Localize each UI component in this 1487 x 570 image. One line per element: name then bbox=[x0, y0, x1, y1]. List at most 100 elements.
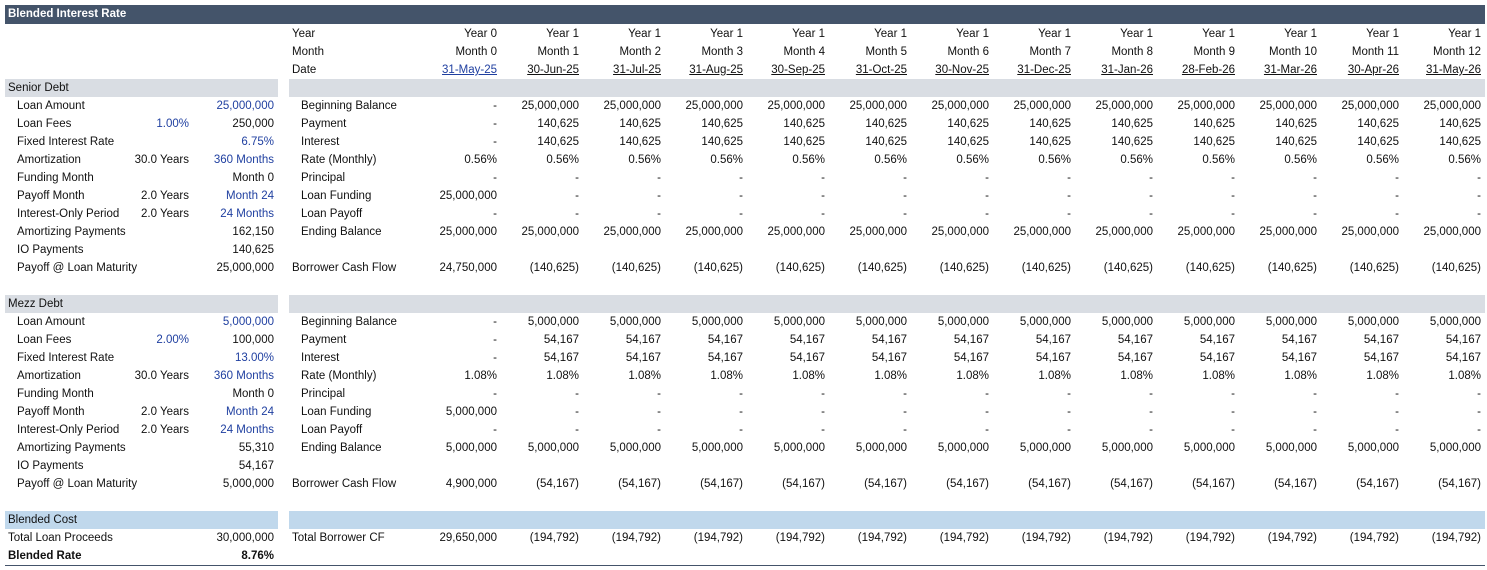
senior-schedule-cell[interactable]: 140,625 bbox=[1439, 118, 1481, 130]
mezz-schedule-cell[interactable]: - bbox=[985, 388, 989, 400]
mezz-schedule-cell[interactable]: - bbox=[493, 334, 497, 346]
senior-schedule-label[interactable]: Loan Funding bbox=[301, 190, 372, 202]
mezz-schedule-cell[interactable]: - bbox=[821, 388, 825, 400]
blended-cf-cell[interactable]: (194,792) bbox=[939, 532, 989, 544]
mezz-input-label[interactable]: Loan Amount bbox=[17, 316, 85, 328]
senior-cashflow-cell[interactable]: 24,750,000 bbox=[439, 262, 497, 274]
mezz-schedule-cell[interactable]: 5,000,000 bbox=[609, 316, 661, 328]
senior-schedule-cell[interactable]: 0.56% bbox=[546, 154, 579, 166]
blended-cf-cell[interactable]: (194,792) bbox=[1349, 532, 1399, 544]
mezz-schedule-cell[interactable]: 54,167 bbox=[1035, 334, 1071, 346]
senior-schedule-cell[interactable]: - bbox=[493, 118, 497, 130]
senior-input-value[interactable]: 162,150 bbox=[232, 226, 274, 238]
senior-schedule-cell[interactable]: - bbox=[1149, 208, 1153, 220]
mezz-schedule-cell[interactable]: - bbox=[1313, 388, 1317, 400]
senior-cashflow-cell[interactable]: (140,625) bbox=[1431, 262, 1481, 274]
mezz-schedule-cell[interactable]: - bbox=[739, 388, 743, 400]
senior-schedule-cell[interactable]: - bbox=[1395, 172, 1399, 184]
mezz-schedule-cell[interactable]: 54,167 bbox=[543, 334, 579, 346]
blended-cf-cell[interactable]: (194,792) bbox=[1431, 532, 1481, 544]
senior-schedule-cell[interactable]: - bbox=[1067, 208, 1071, 220]
mezz-input-label[interactable]: Interest-Only Period bbox=[17, 424, 120, 436]
mezz-schedule-cell[interactable]: - bbox=[739, 424, 743, 436]
blended-total-label[interactable]: Total Loan Proceeds bbox=[8, 532, 113, 544]
senior-schedule-cell[interactable]: 25,000,000 bbox=[1259, 226, 1317, 238]
mezz-schedule-cell[interactable]: 54,167 bbox=[1445, 334, 1481, 346]
mezz-schedule-cell[interactable]: 54,167 bbox=[1199, 352, 1235, 364]
header-date-cell[interactable]: 31-Dec-25 bbox=[1017, 64, 1071, 76]
senior-schedule-cell[interactable]: 140,625 bbox=[947, 136, 989, 148]
senior-schedule-cell[interactable]: 140,625 bbox=[1111, 118, 1153, 130]
mezz-schedule-cell[interactable]: - bbox=[493, 388, 497, 400]
senior-schedule-cell[interactable]: 140,625 bbox=[783, 136, 825, 148]
senior-schedule-cell[interactable]: - bbox=[657, 208, 661, 220]
mezz-input-value[interactable]: Month 0 bbox=[232, 388, 274, 400]
senior-schedule-cell[interactable]: 140,625 bbox=[1357, 136, 1399, 148]
senior-schedule-cell[interactable]: - bbox=[739, 172, 743, 184]
senior-schedule-cell[interactable]: 0.56% bbox=[628, 154, 661, 166]
senior-schedule-cell[interactable]: 140,625 bbox=[537, 118, 579, 130]
mezz-input-value[interactable]: Month 24 bbox=[226, 406, 274, 418]
mezz-schedule-cell[interactable]: 1.08% bbox=[1120, 370, 1153, 382]
senior-header[interactable]: Senior Debt bbox=[8, 82, 69, 94]
senior-cashflow-cell[interactable]: (140,625) bbox=[1185, 262, 1235, 274]
mezz-cashflow-cell[interactable]: 4,900,000 bbox=[445, 478, 497, 490]
senior-schedule-cell[interactable]: 0.56% bbox=[874, 154, 907, 166]
mezz-schedule-cell[interactable]: - bbox=[1395, 424, 1399, 436]
senior-schedule-cell[interactable]: - bbox=[575, 172, 579, 184]
mezz-schedule-cell[interactable]: 54,167 bbox=[707, 334, 743, 346]
senior-schedule-cell[interactable]: 25,000,000 bbox=[849, 226, 907, 238]
senior-schedule-cell[interactable]: 25,000,000 bbox=[1177, 100, 1235, 112]
senior-schedule-cell[interactable]: 140,625 bbox=[1275, 136, 1317, 148]
mezz-schedule-cell[interactable]: 5,000,000 bbox=[855, 442, 907, 454]
mezz-input-label[interactable]: IO Payments bbox=[17, 460, 84, 472]
mezz-input-label[interactable]: Payoff Month bbox=[17, 406, 85, 418]
mezz-input-value[interactable]: 360 Months bbox=[213, 370, 274, 382]
mezz-schedule-cell[interactable]: 54,167 bbox=[707, 352, 743, 364]
senior-schedule-cell[interactable]: 25,000,000 bbox=[931, 226, 989, 238]
blended-cf-cell[interactable]: (194,792) bbox=[775, 532, 825, 544]
mezz-schedule-cell[interactable]: 54,167 bbox=[871, 352, 907, 364]
mezz-schedule-cell[interactable]: 5,000,000 bbox=[445, 442, 497, 454]
senior-schedule-cell[interactable]: - bbox=[1231, 208, 1235, 220]
mezz-schedule-cell[interactable]: 1.08% bbox=[1448, 370, 1481, 382]
mezz-schedule-cell[interactable]: 54,167 bbox=[543, 352, 579, 364]
mezz-schedule-cell[interactable]: 5,000,000 bbox=[527, 316, 579, 328]
blended-cf-cell[interactable]: (194,792) bbox=[529, 532, 579, 544]
mezz-cashflow-cell[interactable]: (54,167) bbox=[1274, 478, 1317, 490]
mezz-schedule-cell[interactable]: - bbox=[1313, 424, 1317, 436]
senior-schedule-cell[interactable]: - bbox=[1477, 190, 1481, 202]
senior-cashflow-cell[interactable]: (140,625) bbox=[611, 262, 661, 274]
mezz-input-label[interactable]: Funding Month bbox=[17, 388, 94, 400]
mezz-input-param[interactable]: 2.0 Years bbox=[141, 406, 189, 418]
senior-schedule-cell[interactable]: 140,625 bbox=[947, 118, 989, 130]
senior-schedule-cell[interactable]: - bbox=[821, 208, 825, 220]
mezz-input-label[interactable]: Loan Fees bbox=[17, 334, 72, 346]
senior-schedule-cell[interactable]: 140,625 bbox=[619, 118, 661, 130]
mezz-input-value[interactable]: 13.00% bbox=[234, 352, 274, 364]
senior-schedule-cell[interactable]: 25,000,000 bbox=[439, 190, 497, 202]
header-year-cell[interactable]: Year 1 bbox=[1284, 28, 1317, 40]
header-year-cell[interactable]: Year 1 bbox=[956, 28, 989, 40]
senior-input-label[interactable]: Loan Amount bbox=[17, 100, 85, 112]
header-month-cell[interactable]: Month 10 bbox=[1269, 46, 1317, 58]
mezz-schedule-cell[interactable]: 5,000,000 bbox=[773, 442, 825, 454]
mezz-schedule-cell[interactable]: 5,000,000 bbox=[1265, 316, 1317, 328]
senior-schedule-cell[interactable]: 0.56% bbox=[1120, 154, 1153, 166]
senior-input-label[interactable]: Fixed Interest Rate bbox=[17, 136, 115, 148]
senior-input-value[interactable]: 360 Months bbox=[213, 154, 274, 166]
header-year-cell[interactable]: Year 1 bbox=[1120, 28, 1153, 40]
senior-schedule-cell[interactable]: - bbox=[985, 190, 989, 202]
senior-cashflow-label[interactable]: Borrower Cash Flow bbox=[292, 262, 397, 274]
mezz-cashflow-cell[interactable]: (54,167) bbox=[700, 478, 743, 490]
senior-schedule-cell[interactable]: - bbox=[821, 172, 825, 184]
senior-schedule-cell[interactable]: - bbox=[1149, 190, 1153, 202]
mezz-schedule-cell[interactable]: 1.08% bbox=[464, 370, 497, 382]
senior-schedule-cell[interactable]: 25,000,000 bbox=[603, 226, 661, 238]
header-month-cell[interactable]: Month 2 bbox=[619, 46, 661, 58]
senior-schedule-cell[interactable]: - bbox=[493, 172, 497, 184]
senior-input-param[interactable]: 2.0 Years bbox=[141, 190, 189, 202]
senior-schedule-cell[interactable]: - bbox=[493, 136, 497, 148]
mezz-input-label[interactable]: Amortization bbox=[17, 370, 81, 382]
mezz-schedule-cell[interactable]: - bbox=[1067, 406, 1071, 418]
